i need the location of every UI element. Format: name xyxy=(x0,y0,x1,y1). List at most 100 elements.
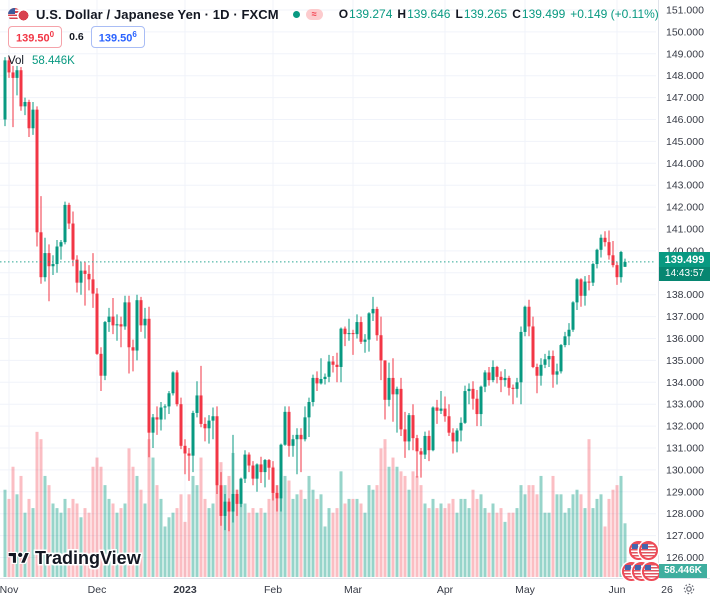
candle-body xyxy=(251,465,255,479)
gear-icon[interactable] xyxy=(682,582,696,596)
time-axis-label: May xyxy=(515,584,536,596)
candle-body xyxy=(47,253,51,267)
candle-body xyxy=(63,204,67,243)
candle-body xyxy=(167,393,171,407)
candle-body xyxy=(31,109,35,129)
volume-bar xyxy=(403,475,407,577)
low-value: 139.265 xyxy=(463,7,508,21)
time-axis-label: Apr xyxy=(437,584,454,596)
candle-body xyxy=(415,438,419,452)
volume-bar xyxy=(479,494,483,577)
volume-bar xyxy=(559,494,563,577)
price-axis-label: 132.000 xyxy=(666,421,704,433)
volume-bar xyxy=(155,485,159,577)
candle-body xyxy=(159,407,163,420)
candle-body xyxy=(623,261,627,267)
volume-bar xyxy=(587,439,591,577)
tradingview-watermark-text: TradingView xyxy=(35,548,141,568)
volume-bar xyxy=(355,498,359,577)
candle-body xyxy=(539,364,543,376)
candle-body xyxy=(283,411,287,445)
sell-button[interactable]: 139.500 xyxy=(8,25,63,49)
buy-button[interactable]: 139.506 xyxy=(90,25,145,49)
candle-body xyxy=(187,453,191,456)
candle-body xyxy=(399,388,403,430)
candle-body xyxy=(575,279,579,303)
candle-body xyxy=(239,478,243,504)
market-status-dot-icon[interactable] xyxy=(292,10,300,18)
volume-bar xyxy=(583,508,587,577)
volume-bar xyxy=(115,512,119,577)
symbol-title[interactable]: U.S. Dollar / Japanese Yen · 1D · FXCM xyxy=(36,6,279,22)
candle-body xyxy=(255,464,259,479)
candle-body xyxy=(467,388,471,392)
candle-body xyxy=(327,361,331,377)
volume-bar xyxy=(183,521,187,577)
volume-bar xyxy=(95,457,99,577)
candle-body xyxy=(135,300,139,351)
volume-bar xyxy=(151,457,155,577)
event-markers-row-2[interactable] xyxy=(622,562,661,581)
tradingview-logo-icon xyxy=(8,551,30,564)
volume-bar xyxy=(31,508,35,577)
candle-body xyxy=(559,345,563,372)
volume-bar xyxy=(159,498,163,577)
candle-body xyxy=(175,372,179,405)
price-axis-label: 136.000 xyxy=(666,333,704,345)
open-label: O xyxy=(338,7,349,21)
candle-body xyxy=(599,237,603,250)
price-axis-label: 129.000 xyxy=(666,486,704,498)
volume-bar xyxy=(563,512,567,577)
price-axis-label: 134.000 xyxy=(666,377,704,389)
price-axis-label: 145.000 xyxy=(666,136,704,148)
candle-body xyxy=(579,279,583,296)
flag-pill-icon[interactable]: ≈ xyxy=(305,8,323,20)
candle-body xyxy=(379,335,383,361)
volume-bar xyxy=(471,489,475,577)
volume-bar xyxy=(103,485,107,577)
volume-bar xyxy=(191,475,195,577)
candle-body xyxy=(439,408,443,411)
volume-bar xyxy=(63,498,67,577)
candle-body xyxy=(315,377,319,384)
volume-bar xyxy=(399,471,403,577)
volume-bar xyxy=(331,512,335,577)
volume-bar xyxy=(263,512,267,577)
candle-body xyxy=(515,382,519,389)
candle-body xyxy=(71,223,75,260)
volume-bar xyxy=(279,480,283,577)
candle-body xyxy=(567,329,571,337)
candle-body xyxy=(359,322,363,342)
candle-body xyxy=(231,493,235,512)
time-axis-label: Feb xyxy=(264,584,282,596)
volume-bar xyxy=(19,475,23,577)
volume-bar xyxy=(139,489,143,577)
candle-body xyxy=(219,485,223,516)
candle-body xyxy=(619,251,623,278)
volume-bar xyxy=(291,498,295,577)
candle-body xyxy=(91,279,95,294)
volume-bar xyxy=(427,508,431,577)
current-price-tag[interactable]: 139.499 14:43:57 xyxy=(659,252,710,281)
spread-value: 0.6 xyxy=(69,31,84,43)
tradingview-watermark[interactable]: TradingView xyxy=(8,548,141,569)
event-markers-row-1[interactable] xyxy=(629,541,658,560)
volume-bar xyxy=(7,498,11,577)
candle-body xyxy=(475,398,479,415)
volume-bar xyxy=(419,485,423,577)
candle-body xyxy=(123,302,127,327)
volume-bar xyxy=(11,466,15,577)
volume-bar xyxy=(251,508,255,577)
volume-bar xyxy=(79,517,83,577)
volume-bar xyxy=(247,512,251,577)
candle-body xyxy=(395,388,399,395)
volume-bar xyxy=(567,508,571,577)
current-volume-tag: 58.446K xyxy=(659,564,707,578)
price-axis-label: 146.000 xyxy=(666,114,704,126)
candle-body xyxy=(271,467,275,493)
candle-body xyxy=(147,318,151,433)
volume-bar xyxy=(243,503,247,577)
volume-bar xyxy=(119,508,123,577)
